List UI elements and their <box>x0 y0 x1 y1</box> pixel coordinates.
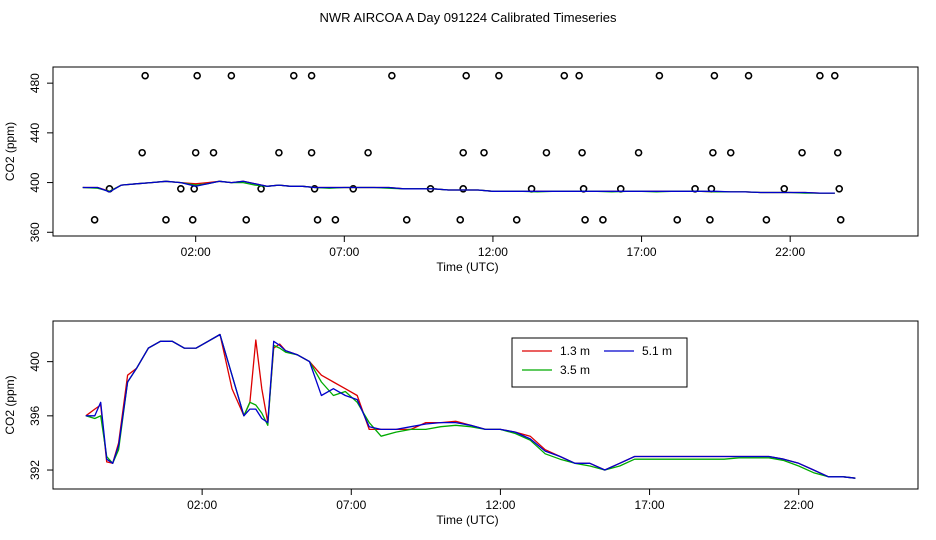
reference-point <box>512 216 521 224</box>
reference-point <box>209 148 218 157</box>
reference-point <box>833 148 842 157</box>
reference-point <box>835 184 844 193</box>
x-tick-label: 12:00 <box>485 498 515 512</box>
reference-point <box>634 148 643 157</box>
reference-point <box>349 184 358 193</box>
legend: 1.3 m 3.5 m 5.1 m <box>511 337 688 388</box>
reference-point <box>331 216 340 224</box>
reference-point <box>798 148 806 157</box>
reference-point <box>542 148 551 157</box>
reference-point <box>459 148 468 157</box>
reference-point <box>495 71 503 80</box>
reference-point <box>706 216 714 224</box>
y-tick-label: 396 <box>28 406 42 426</box>
reference-point <box>193 71 201 80</box>
reference-point <box>709 148 717 157</box>
top-panel: 02:00 07:00 12:00 17:00 22:00 Time (UTC) 360 40… <box>3 66 919 274</box>
reference-point <box>836 216 845 224</box>
reference-point <box>560 71 569 80</box>
reference-point <box>816 71 824 80</box>
y-axis-label: CO2 (ppm) <box>3 375 17 434</box>
reference-point <box>581 216 589 224</box>
reference-point <box>162 216 170 224</box>
reference-point <box>673 216 682 224</box>
reference-point <box>177 184 185 193</box>
y-tick-label: 360 <box>28 222 42 242</box>
reference-point <box>313 216 322 224</box>
reference-point <box>388 71 396 80</box>
reference-point <box>744 71 753 80</box>
reference-point <box>402 216 411 224</box>
reference-point <box>188 216 197 224</box>
x-tick-label: 07:00 <box>329 245 359 259</box>
reference-point <box>710 71 719 80</box>
reference-point <box>459 184 468 193</box>
x-tick-label: 02:00 <box>181 245 211 259</box>
x-tick-label: 17:00 <box>627 245 657 259</box>
x-tick-label: 02:00 <box>187 498 217 512</box>
x-tick-label: 22:00 <box>775 245 805 259</box>
y-tick-label: 480 <box>28 73 42 93</box>
reference-point <box>578 148 586 157</box>
reference-point <box>141 71 149 80</box>
reference-point <box>462 71 470 80</box>
x-tick-label: 12:00 <box>478 245 508 259</box>
reference-point <box>289 71 298 80</box>
legend-box <box>511 337 688 388</box>
reference-point <box>456 216 465 224</box>
y-tick-label: 400 <box>28 351 42 371</box>
reference-point <box>191 148 200 157</box>
reference-point <box>310 184 319 193</box>
x-tick-label: 07:00 <box>336 498 366 512</box>
reference-point <box>575 71 583 80</box>
bottom-panel: 02:00 07:00 12:00 17:00 22:00 Time (UTC) 392 39… <box>3 320 919 527</box>
legend-label: 1.3 m <box>560 344 590 358</box>
reference-point <box>90 216 99 224</box>
series-line-5-1-m <box>85 333 856 479</box>
plot-frame-0 <box>52 66 919 237</box>
y-tick-label: 440 <box>28 123 42 143</box>
plot-frame-1 <box>52 320 919 490</box>
x-tick-label: 17:00 <box>635 498 665 512</box>
reference-point <box>762 216 771 224</box>
reference-point <box>275 148 283 157</box>
x-axis-label: Time (UTC) <box>436 513 498 527</box>
reference-point <box>780 184 789 193</box>
reference-point <box>599 216 607 224</box>
reference-point <box>138 148 146 157</box>
x-tick-label: 22:00 <box>784 498 814 512</box>
reference-point <box>480 148 488 157</box>
y-tick-label: 400 <box>28 172 42 192</box>
series-line-5-1-m <box>82 180 835 194</box>
y-tick-label: 392 <box>28 460 42 480</box>
legend-label: 3.5 m <box>560 363 590 377</box>
reference-point <box>830 71 839 80</box>
reference-point <box>227 71 236 80</box>
x-axis-label: Time (UTC) <box>436 260 498 274</box>
figure-title: NWR AIRCOA A Day 091224 Calibrated Times… <box>320 10 617 25</box>
reference-point <box>242 216 251 224</box>
reference-point <box>307 71 316 80</box>
y-axis-label: CO2 (ppm) <box>3 122 17 181</box>
reference-point <box>364 148 372 157</box>
legend-label: 5.1 m <box>642 344 672 358</box>
reference-point <box>307 148 316 157</box>
reference-point <box>655 71 664 80</box>
reference-point <box>726 148 735 157</box>
